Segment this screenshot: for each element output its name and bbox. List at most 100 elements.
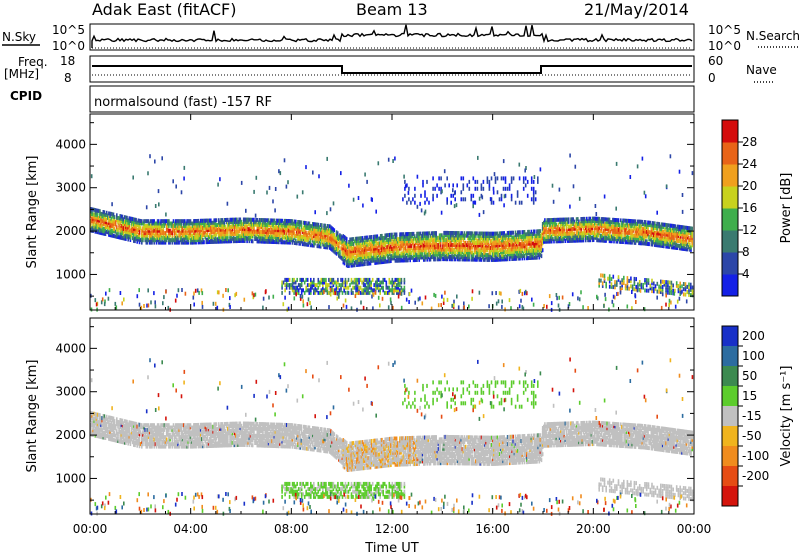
rti-cell [439, 257, 442, 262]
rti-cell [187, 233, 189, 238]
rti-cell [384, 235, 386, 240]
rti-cell [182, 223, 185, 228]
rti-cell [239, 236, 242, 241]
rti-cell [522, 242, 525, 246]
rti-cell [531, 251, 534, 256]
rti-cell [577, 217, 579, 222]
rti-cell [296, 224, 298, 229]
rti-cell [479, 241, 482, 245]
nsearch-tick-bottom: 10^0 [708, 39, 741, 53]
rti-cell [415, 255, 417, 260]
rti-cell [97, 228, 100, 232]
rti-cell [296, 234, 298, 239]
rti-cell [663, 229, 665, 234]
rti-cell [305, 221, 307, 226]
rti-cell [137, 228, 140, 232]
rti-cell [425, 252, 427, 257]
rti-cell [145, 238, 148, 243]
rti-cell [338, 237, 340, 241]
rti-cell [445, 252, 448, 257]
rti-cell [213, 225, 215, 230]
rti-cell [581, 224, 584, 229]
rti-cell [344, 252, 347, 257]
rti-cell [666, 223, 668, 228]
rti-cell [426, 255, 428, 260]
rti-cell [164, 219, 167, 224]
rti-cell [524, 249, 527, 254]
rti-cell [419, 248, 422, 253]
rti-cell [497, 257, 500, 262]
rti-cell [529, 236, 531, 241]
rti-cell [529, 241, 531, 246]
rti-cell [341, 235, 343, 240]
rti-cell [517, 230, 519, 235]
rti-cell [624, 218, 627, 223]
rti-cell [196, 219, 199, 223]
rti-cell [336, 238, 339, 243]
rti-cell [292, 226, 295, 231]
rti-cell [496, 250, 499, 255]
rti-cell [298, 236, 300, 241]
rti-cell [425, 255, 427, 260]
rti-cell [194, 238, 196, 243]
rti-cell [268, 235, 271, 240]
rti-cell [592, 233, 595, 238]
rti-cell [395, 244, 398, 249]
rti-cell [605, 224, 607, 229]
rti-cell [173, 233, 176, 238]
rti-cell [236, 234, 238, 239]
rti-cell [526, 244, 528, 249]
rti-cell [546, 230, 548, 235]
rti-cell [396, 237, 399, 242]
rti-cell [150, 238, 152, 243]
rti-cell [565, 227, 568, 231]
rti-cell [528, 248, 530, 253]
rti-cell [207, 240, 210, 244]
rti-cell [609, 220, 612, 225]
rti-cell [358, 262, 360, 267]
rti-cell [347, 254, 349, 259]
rti-cell [507, 247, 510, 252]
rti-cell [616, 227, 619, 232]
rti-cell [494, 234, 496, 238]
rti-cell [385, 250, 388, 254]
rti-cell [331, 247, 333, 252]
rti-cell [632, 228, 635, 233]
rti-cell [589, 219, 591, 224]
rti-cell [305, 235, 307, 240]
rti-cell [245, 219, 247, 224]
rti-cell [512, 247, 514, 252]
rti-cell [591, 228, 594, 233]
rti-cell [350, 258, 353, 263]
rti-cell [134, 224, 136, 229]
rti-cell [400, 251, 402, 256]
rti-cell [302, 220, 305, 225]
rti-cell [242, 234, 245, 239]
rti-cell [376, 285, 378, 290]
rti-cell [433, 231, 435, 236]
rti-cell [632, 219, 635, 224]
rti-cell [390, 256, 392, 261]
rti-cell [265, 230, 268, 235]
rti-cell [242, 236, 245, 241]
rti-cell [222, 237, 225, 242]
rti-cell [382, 257, 384, 262]
rti-cell [495, 248, 497, 253]
rti-cell [529, 251, 531, 256]
rti-cell [193, 240, 195, 245]
rti-cell [242, 222, 245, 227]
rti-cell [556, 225, 559, 229]
rti-cell [427, 238, 430, 243]
rti-cell [532, 255, 535, 260]
rti-cell [119, 233, 121, 238]
rti-cell [326, 245, 329, 250]
rti-cell [368, 283, 371, 288]
rti-cell [244, 239, 246, 243]
rti-cell [639, 224, 641, 229]
rti-cell [639, 229, 641, 234]
rti-cell [454, 245, 457, 250]
rti-cell [504, 245, 507, 250]
rti-cell [546, 220, 548, 225]
rti-cell [424, 231, 426, 236]
rti-cell [289, 223, 291, 228]
